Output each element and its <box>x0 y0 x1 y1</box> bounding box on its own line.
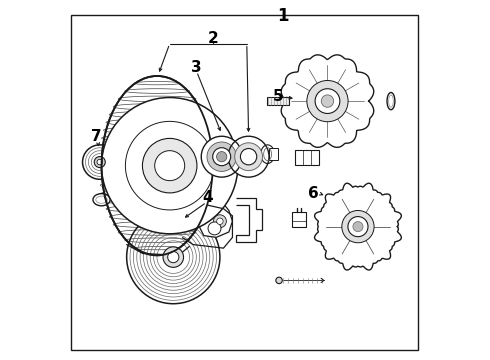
Circle shape <box>155 151 185 181</box>
Circle shape <box>163 247 184 267</box>
Circle shape <box>201 136 242 177</box>
Polygon shape <box>281 55 374 147</box>
Circle shape <box>307 81 348 122</box>
Polygon shape <box>315 183 401 270</box>
Circle shape <box>217 218 223 225</box>
Circle shape <box>348 217 368 237</box>
Polygon shape <box>198 202 232 237</box>
Bar <box>295 150 319 165</box>
Text: 2: 2 <box>207 31 218 46</box>
Circle shape <box>214 215 226 228</box>
Circle shape <box>321 95 334 107</box>
Circle shape <box>101 98 238 234</box>
Text: 6: 6 <box>308 186 319 201</box>
Circle shape <box>168 252 179 263</box>
Ellipse shape <box>101 76 213 255</box>
Polygon shape <box>236 198 262 242</box>
Circle shape <box>97 159 102 165</box>
Circle shape <box>228 136 269 177</box>
Circle shape <box>315 89 340 113</box>
Circle shape <box>342 211 374 243</box>
Text: 7: 7 <box>91 130 101 144</box>
Circle shape <box>235 143 263 171</box>
Circle shape <box>82 145 117 179</box>
Circle shape <box>353 222 363 231</box>
Circle shape <box>241 149 257 165</box>
Ellipse shape <box>387 93 395 110</box>
Text: 4: 4 <box>202 190 213 206</box>
Circle shape <box>126 211 220 304</box>
Circle shape <box>217 152 227 162</box>
Circle shape <box>276 277 282 284</box>
Circle shape <box>207 142 236 171</box>
Circle shape <box>143 138 197 193</box>
Ellipse shape <box>261 145 274 163</box>
Bar <box>267 97 289 105</box>
Text: 5: 5 <box>273 89 284 104</box>
Circle shape <box>208 222 221 235</box>
Bar <box>293 212 306 227</box>
Text: 1: 1 <box>277 7 289 25</box>
Circle shape <box>213 148 231 166</box>
Text: 3: 3 <box>191 59 202 75</box>
Ellipse shape <box>93 194 110 206</box>
Circle shape <box>94 157 105 167</box>
Bar <box>270 148 278 160</box>
